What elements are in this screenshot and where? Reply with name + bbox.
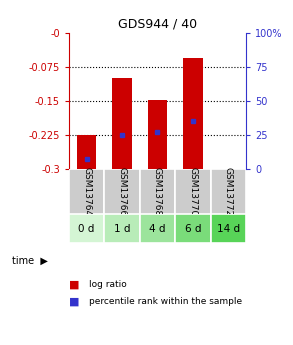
Text: 6 d: 6 d [185, 224, 201, 234]
Text: GSM13770: GSM13770 [188, 167, 197, 216]
Text: GSM13766: GSM13766 [117, 167, 127, 216]
Bar [175, 169, 211, 214]
Bar [183, 58, 203, 169]
Text: percentile rank within the sample: percentile rank within the sample [89, 297, 243, 306]
Bar [69, 169, 104, 214]
Text: ■: ■ [69, 297, 79, 307]
Bar [104, 169, 140, 214]
Text: 4 d: 4 d [149, 224, 166, 234]
Text: time  ▶: time ▶ [12, 256, 47, 265]
Text: GSM13764: GSM13764 [82, 167, 91, 216]
Bar [69, 214, 104, 243]
Text: log ratio: log ratio [89, 280, 127, 289]
Text: GSM13772: GSM13772 [224, 167, 233, 216]
Bar [140, 169, 175, 214]
Bar [112, 78, 132, 169]
Bar [211, 169, 246, 214]
Bar [104, 214, 140, 243]
Title: GDS944 / 40: GDS944 / 40 [118, 17, 197, 30]
Text: 0 d: 0 d [79, 224, 95, 234]
Text: 14 d: 14 d [217, 224, 240, 234]
Bar [211, 214, 246, 243]
Text: GSM13768: GSM13768 [153, 167, 162, 216]
Text: 1 d: 1 d [114, 224, 130, 234]
Bar [140, 214, 175, 243]
Bar [148, 100, 167, 169]
Bar [175, 214, 211, 243]
Bar [77, 135, 96, 169]
Text: ■: ■ [69, 280, 79, 289]
